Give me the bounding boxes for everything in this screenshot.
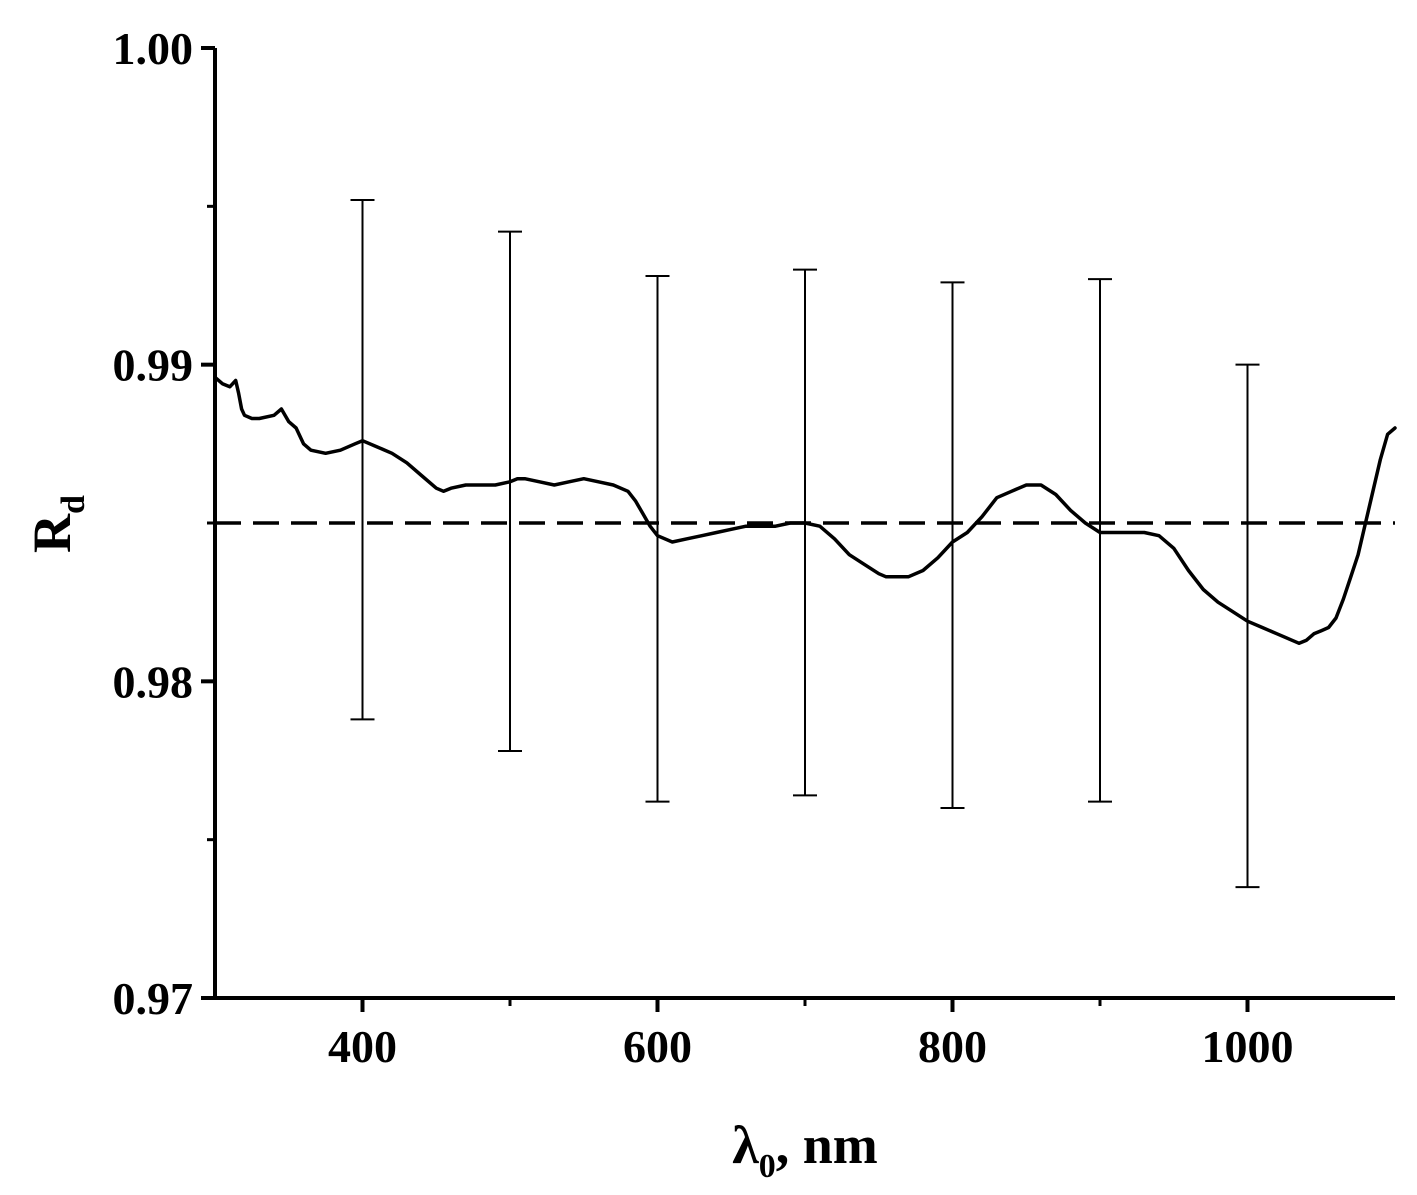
error-bar: [1088, 278, 1112, 803]
tick-labels-group: 0.97 0.98 0.99 1.00 400 600 800 1000: [113, 23, 1294, 1072]
series-group: [213, 375, 1397, 646]
x-tick-label: 1000: [1202, 1021, 1294, 1072]
x-axis-title-subscript: 0: [759, 1148, 776, 1185]
y-tick-label: 0.97: [113, 973, 194, 1024]
x-axis-title: λ0, nm: [732, 1115, 878, 1185]
x-axis-title-suffix: , nm: [776, 1115, 878, 1175]
y-axis-title-subscript: d: [55, 495, 92, 514]
y-tick-label: 0.99: [113, 340, 194, 391]
error-bar: [350, 199, 375, 721]
error-bar: [793, 268, 817, 797]
error-bar: [498, 230, 522, 752]
x-tick-label: 600: [623, 1021, 692, 1072]
x-tick-label: 800: [918, 1021, 987, 1072]
ticks-group: [201, 46, 1250, 1012]
error-bar: [940, 281, 965, 809]
error-bar: [1235, 363, 1260, 889]
y-tick-label: 0.98: [113, 656, 194, 707]
x-axis-title-main: λ: [732, 1115, 759, 1175]
x-tick-label: 400: [328, 1021, 397, 1072]
error-bars-group: [350, 199, 1260, 889]
y-axis-title: Rd: [22, 495, 92, 553]
y-tick-label: 1.00: [113, 23, 194, 74]
data-series-line: [213, 375, 1397, 646]
error-bar: [645, 275, 670, 803]
y-axis-title-main: R: [22, 513, 82, 553]
